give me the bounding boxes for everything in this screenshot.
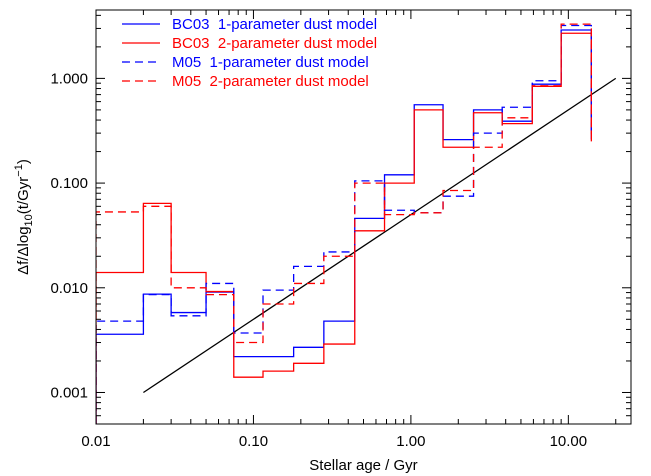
y-axis-label-sub: 10 [23, 214, 35, 226]
x-tick-label: 0.10 [239, 433, 268, 450]
y-axis-label-sup: −1 [13, 164, 25, 177]
x-tick-label: 1.00 [396, 433, 425, 450]
y-tick-label: 1.000 [50, 70, 88, 87]
x-tick-label: 0.01 [81, 433, 110, 450]
y-tick-label: 0.100 [50, 175, 88, 192]
y-axis-label-mid: (t/Gyr [15, 177, 32, 215]
legend-label-3: M05 1-parameter dust model [172, 54, 369, 71]
y-axis-label: Δf/Δlog10(t/Gyr−1) [13, 159, 35, 275]
legend-label-4: M05 2-parameter dust model [172, 73, 369, 90]
data-layer [96, 23, 617, 424]
legend: BC03 1-parameter dust model BC03 2-parame… [122, 16, 377, 90]
series-line-4 [96, 23, 592, 424]
x-tick-label: 10.00 [550, 433, 588, 450]
series-line-2 [96, 32, 592, 424]
legend-label-1: BC03 1-parameter dust model [172, 16, 377, 33]
ticks-layer: 0.01 0.10 1.00 10.00 0.001 0.010 0.100 1.000 [50, 10, 631, 450]
reference-line [143, 77, 617, 394]
series-line-3 [96, 24, 592, 424]
y-tick-label: 0.010 [50, 280, 88, 297]
y-axis-label-pre: Δf/Δlog [15, 226, 32, 274]
x-axis-label: Stellar age / Gyr [309, 457, 417, 474]
y-axis-label-post: ) [15, 159, 32, 164]
y-tick-label: 0.001 [50, 384, 88, 401]
legend-label-2: BC03 2-parameter dust model [172, 35, 377, 52]
